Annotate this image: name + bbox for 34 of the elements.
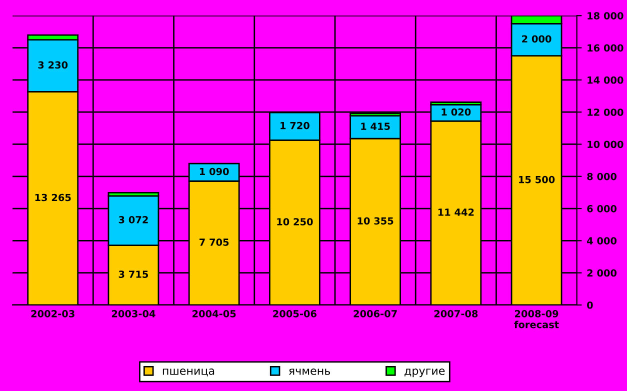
data-label: 10 355 [358,217,394,225]
data-label: 1 720 [280,122,310,130]
y-tick-label: 0 [587,301,593,309]
legend-label: другие [404,368,445,378]
data-label: 13 265 [35,194,71,202]
y-tick-label: 18 000 [588,12,624,20]
y-tick-label: 6 000 [587,205,617,212]
x-tick-label: 2006-07 [354,310,397,318]
y-tick-label: 16 000 [588,44,624,52]
y-tick-label: 4 000 [587,237,617,245]
legend-label: пшеница [162,368,214,376]
x-tick-label: 2008-09 forecast [514,310,559,328]
y-tick-label: 14 000 [588,76,624,84]
legend-label: ячмень [289,368,330,375]
data-label: 10 250 [277,218,313,226]
data-label: 2 000 [522,35,552,43]
data-label: 15 500 [519,176,555,184]
data-label: 1 415 [361,122,390,130]
y-tick-label: 8 000 [587,172,617,180]
data-label: 1 090 [200,168,229,176]
y-tick-label: 12 000 [588,108,624,116]
y-tick-label: 2 000 [587,269,617,277]
x-tick-label: 2004-05 [192,310,236,318]
x-tick-label: 2005-06 [273,310,316,318]
data-label: 11 442 [438,208,474,216]
x-tick-label: 2002-03 [31,310,74,318]
data-label: 3 072 [118,216,148,224]
data-label: 3 230 [38,61,68,69]
x-tick-label: 2003-04 [112,310,156,318]
data-label: 1 020 [442,108,471,116]
data-label: 7 705 [200,238,229,246]
y-tick-label: 10 000 [588,140,624,148]
x-tick-label: 2007-08 [434,310,478,318]
data-label: 3 715 [118,270,148,278]
